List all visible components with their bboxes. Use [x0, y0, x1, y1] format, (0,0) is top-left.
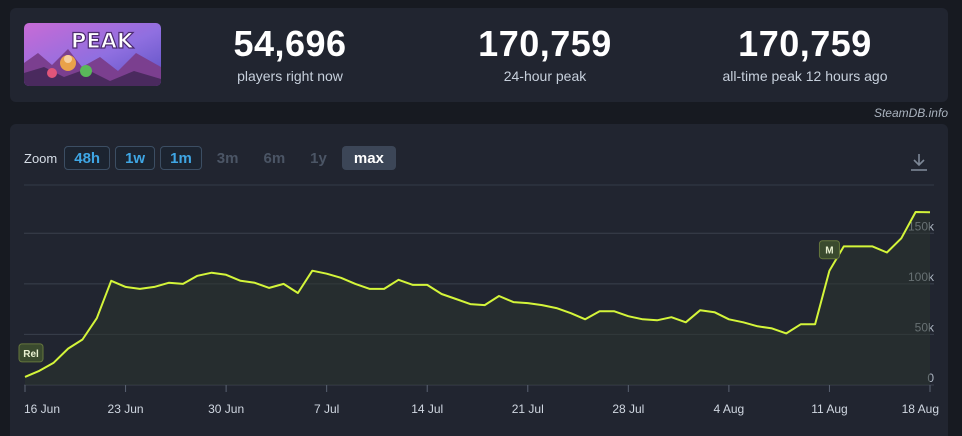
zoom-1w-button[interactable]: 1w [115, 146, 156, 170]
peak-24h-value: 170,759 [478, 23, 612, 64]
x-tick-label: 4 Aug [714, 402, 745, 416]
x-tick-label: 18 Aug [902, 402, 939, 416]
x-tick-label: 14 Jul [411, 402, 443, 416]
game-logo-image: PEAK [24, 23, 161, 86]
event-marker [18, 343, 44, 363]
zoom-bar: Zoom 48h 1w 1m 3m 6m 1y max [24, 145, 401, 171]
players-now-stat: 54,696 players right now [175, 23, 405, 85]
zoom-1m-button[interactable]: 1m [160, 146, 202, 170]
x-tick-label: 23 Jun [108, 402, 144, 416]
zoom-label: Zoom [24, 150, 58, 166]
zoom-48h-button[interactable]: 48h [64, 146, 111, 170]
x-tick-label: 28 Jul [612, 402, 644, 416]
x-tick-label: 30 Jun [208, 402, 244, 416]
players-now-label: players right now [237, 68, 343, 84]
zoom-max-button[interactable]: max [341, 146, 396, 170]
stats-panel: PEAK 54,696 players right now 170,759 24… [10, 8, 948, 102]
x-tick-label: 11 Aug [811, 402, 847, 416]
steamdb-credit[interactable]: SteamDB.info [873, 106, 948, 120]
series-area [25, 212, 930, 385]
zoom-3m-button: 3m [216, 150, 239, 167]
x-tick-label: 7 Jul [314, 402, 339, 416]
all-time-peak-value: 170,759 [738, 23, 872, 64]
svg-text:PEAK: PEAK [71, 29, 134, 53]
zoom-1y-button: 1y [310, 150, 327, 167]
x-tick-label: 21 Jul [512, 402, 544, 416]
peak-24h-stat: 170,759 24-hour peak [430, 23, 660, 85]
all-time-peak-stat: 170,759 all-time peak 12 hours ago [690, 23, 920, 85]
event-marker-label: M [825, 246, 833, 257]
game-thumbnail[interactable]: PEAK [24, 23, 161, 86]
chart-panel: Zoom 48h 1w 1m 3m 6m 1y max 050k100k150k… [10, 124, 948, 436]
y-tick-label: 0 [927, 371, 934, 385]
event-marker-label: Rel [23, 349, 39, 360]
series-line [24, 211, 931, 378]
zoom-6m-button: 6m [263, 150, 286, 167]
peak-24h-label: 24-hour peak [503, 68, 587, 84]
x-tick-label: 16 Jun [24, 402, 60, 416]
all-time-peak-label: all-time peak 12 hours ago [722, 68, 888, 84]
event-marker [818, 240, 840, 260]
download-icon[interactable] [910, 152, 928, 172]
players-now-value: 54,696 [233, 23, 347, 64]
